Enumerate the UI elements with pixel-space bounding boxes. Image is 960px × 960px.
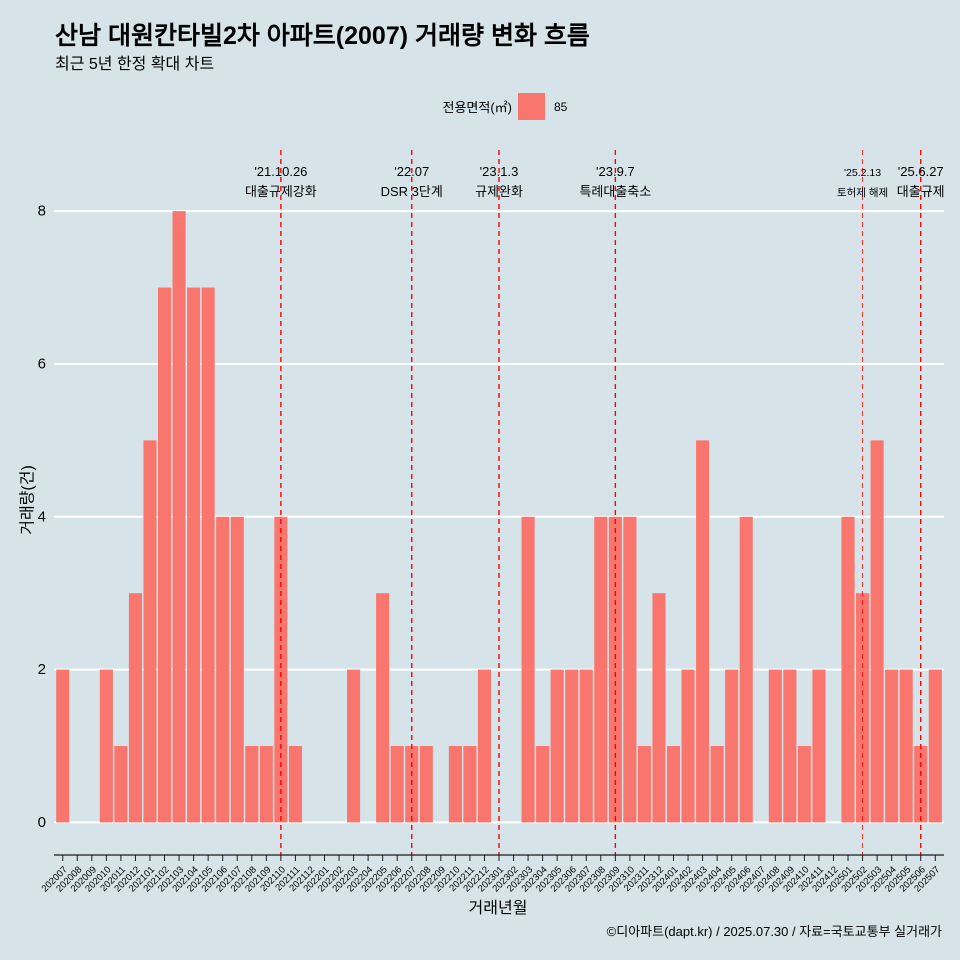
x-axis-title: 거래년월	[469, 899, 528, 917]
event-label-202207: DSR 3단계	[381, 184, 443, 199]
legend-label: 85	[554, 100, 568, 114]
bar-202110	[274, 516, 288, 823]
bar-202410	[797, 746, 811, 823]
bar-202505	[899, 669, 913, 823]
event-label-202309: 특례대출축소	[579, 184, 651, 199]
bar-202012	[128, 593, 142, 823]
bar-202105	[201, 287, 215, 823]
legend-title: 전용면적(㎡)	[443, 100, 513, 115]
chart-subtitle: 최근 5년 한정 확대 차트	[55, 55, 214, 73]
bar-202307	[579, 669, 593, 823]
y-axis-title: 거래량(건)	[19, 465, 37, 535]
bar-202211	[463, 746, 477, 823]
bar-202311	[637, 746, 651, 823]
bar-202101	[143, 440, 157, 823]
bar-202308	[594, 516, 608, 823]
bar-202007	[56, 669, 70, 823]
event-annotations: '21.10.26 대출규제강화 '22.07 DSR 3단계 '23.1.3 규제완화 '…	[245, 164, 945, 199]
bar-202409	[783, 669, 797, 823]
bar-202106	[216, 516, 230, 823]
bar-202403	[696, 440, 710, 823]
bar-202310	[623, 516, 637, 823]
bar-202203	[347, 669, 361, 823]
chart-title: 산남 대원칸타빌2차 아파트(2007) 거래량 변화 흐름	[55, 22, 590, 50]
bar-202408	[768, 669, 782, 823]
bars	[56, 211, 942, 823]
bar-202212	[477, 669, 492, 823]
chart-caption: ©디아파트(dapt.kr) / 2025.07.30 / 자료=국토교통부 실…	[607, 924, 942, 939]
bar-202404	[710, 746, 724, 823]
bar-202401	[666, 746, 681, 823]
y-tick-labels: 0 2 4 6 8	[38, 203, 46, 831]
event-label-202110: 대출규제강화	[245, 184, 317, 199]
bar-202010	[99, 669, 113, 823]
bar-202303	[521, 516, 535, 823]
bar-202306	[565, 669, 579, 823]
bar-202312	[652, 593, 666, 823]
legend-swatch	[518, 93, 545, 120]
x-ticks	[62, 855, 936, 861]
bar-202405	[725, 669, 739, 823]
event-date-202502: '25.2.13	[844, 167, 881, 179]
bar-202501	[841, 516, 855, 823]
bar-202208	[419, 746, 433, 823]
y-tick-label-0: 0	[38, 814, 46, 831]
bar-202411	[812, 669, 826, 823]
bar-202210	[448, 746, 462, 823]
bar-202502	[856, 593, 870, 823]
event-lines	[280, 150, 922, 855]
legend: 전용면적(㎡) 85	[443, 93, 568, 120]
event-label-202506: 대출규제	[897, 184, 945, 199]
bar-202406	[739, 516, 753, 823]
bar-202107	[230, 516, 244, 823]
bar-202503	[870, 440, 884, 823]
bar-202206	[390, 746, 404, 823]
event-date-202207: '22.07	[394, 164, 429, 179]
event-label-202502: 토허제 해제	[837, 186, 888, 199]
event-label-202301: 규제완화	[475, 184, 523, 199]
bar-202011	[114, 746, 128, 823]
bar-202402	[681, 669, 695, 823]
y-tick-label-2: 2	[38, 661, 46, 678]
bar-202504	[885, 669, 899, 823]
event-date-202301: '23.1.3	[480, 164, 519, 179]
bar-202304	[536, 746, 550, 823]
y-tick-label-4: 4	[38, 508, 46, 525]
event-date-202110: '21.10.26	[254, 164, 307, 179]
bar-202507	[928, 669, 942, 823]
event-date-202309: '23.9.7	[596, 164, 635, 179]
bar-202205	[376, 593, 390, 823]
bar-202305	[550, 669, 564, 823]
event-date-202506: '25.6.27	[898, 164, 944, 179]
y-tick-label-8: 8	[38, 203, 46, 220]
bar-202104	[187, 287, 201, 823]
x-tick-labels: 2020072020082020092020102020112020122021…	[40, 864, 943, 894]
bar-202309	[608, 516, 622, 823]
bar-202103	[172, 211, 186, 823]
bar-202102	[157, 287, 172, 823]
y-tick-label-6: 6	[38, 355, 46, 372]
bar-202108	[245, 746, 259, 823]
bar-202111	[288, 746, 302, 823]
bar-202109	[259, 746, 273, 823]
